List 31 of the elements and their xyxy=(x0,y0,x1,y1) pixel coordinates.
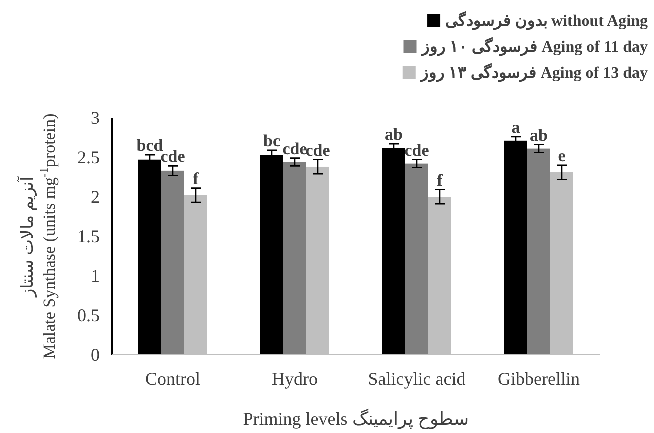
bar xyxy=(406,164,428,355)
data-label: bc xyxy=(264,131,281,150)
data-label: a xyxy=(512,118,521,137)
y-tick-label: 1 xyxy=(91,266,100,286)
data-label: e xyxy=(558,146,566,166)
data-label: bcd xyxy=(136,136,164,156)
bar xyxy=(162,170,184,355)
x-axis-title: Priming levels سطوح پرایمینگ xyxy=(243,408,469,430)
y-tick-label: 3 xyxy=(91,108,100,128)
data-label: f xyxy=(437,170,444,190)
bar xyxy=(284,162,306,355)
x-tick-label: Salicylic acid xyxy=(368,369,466,389)
data-label: cde xyxy=(306,140,331,160)
y-tick-label: 0 xyxy=(91,345,100,365)
y-tick-label: 1.5 xyxy=(78,226,100,246)
data-label: cde xyxy=(404,140,430,160)
data-label: cde xyxy=(282,139,308,158)
x-tick-label: Gibberellin xyxy=(498,369,580,389)
y-tick-label: 2.5 xyxy=(78,148,100,168)
y-tick-label: 2 xyxy=(91,187,100,207)
data-label: f xyxy=(193,169,200,188)
bar xyxy=(504,140,528,355)
x-tick-label: Hydro xyxy=(272,369,318,389)
data-label: ab xyxy=(385,125,403,144)
x-tick-label: Control xyxy=(145,369,201,389)
legend-label: فرسودگی ۱۳ روز Aging of 13 day xyxy=(420,63,648,83)
y-tick-label: 0.5 xyxy=(78,306,100,326)
legend-label: بدون فرسودگی without Aging xyxy=(446,11,648,31)
legend-label: فرسودگی ۱۰ روز Aging of 11 day xyxy=(420,37,648,57)
bar xyxy=(528,148,550,355)
data-label: ab xyxy=(530,126,548,145)
